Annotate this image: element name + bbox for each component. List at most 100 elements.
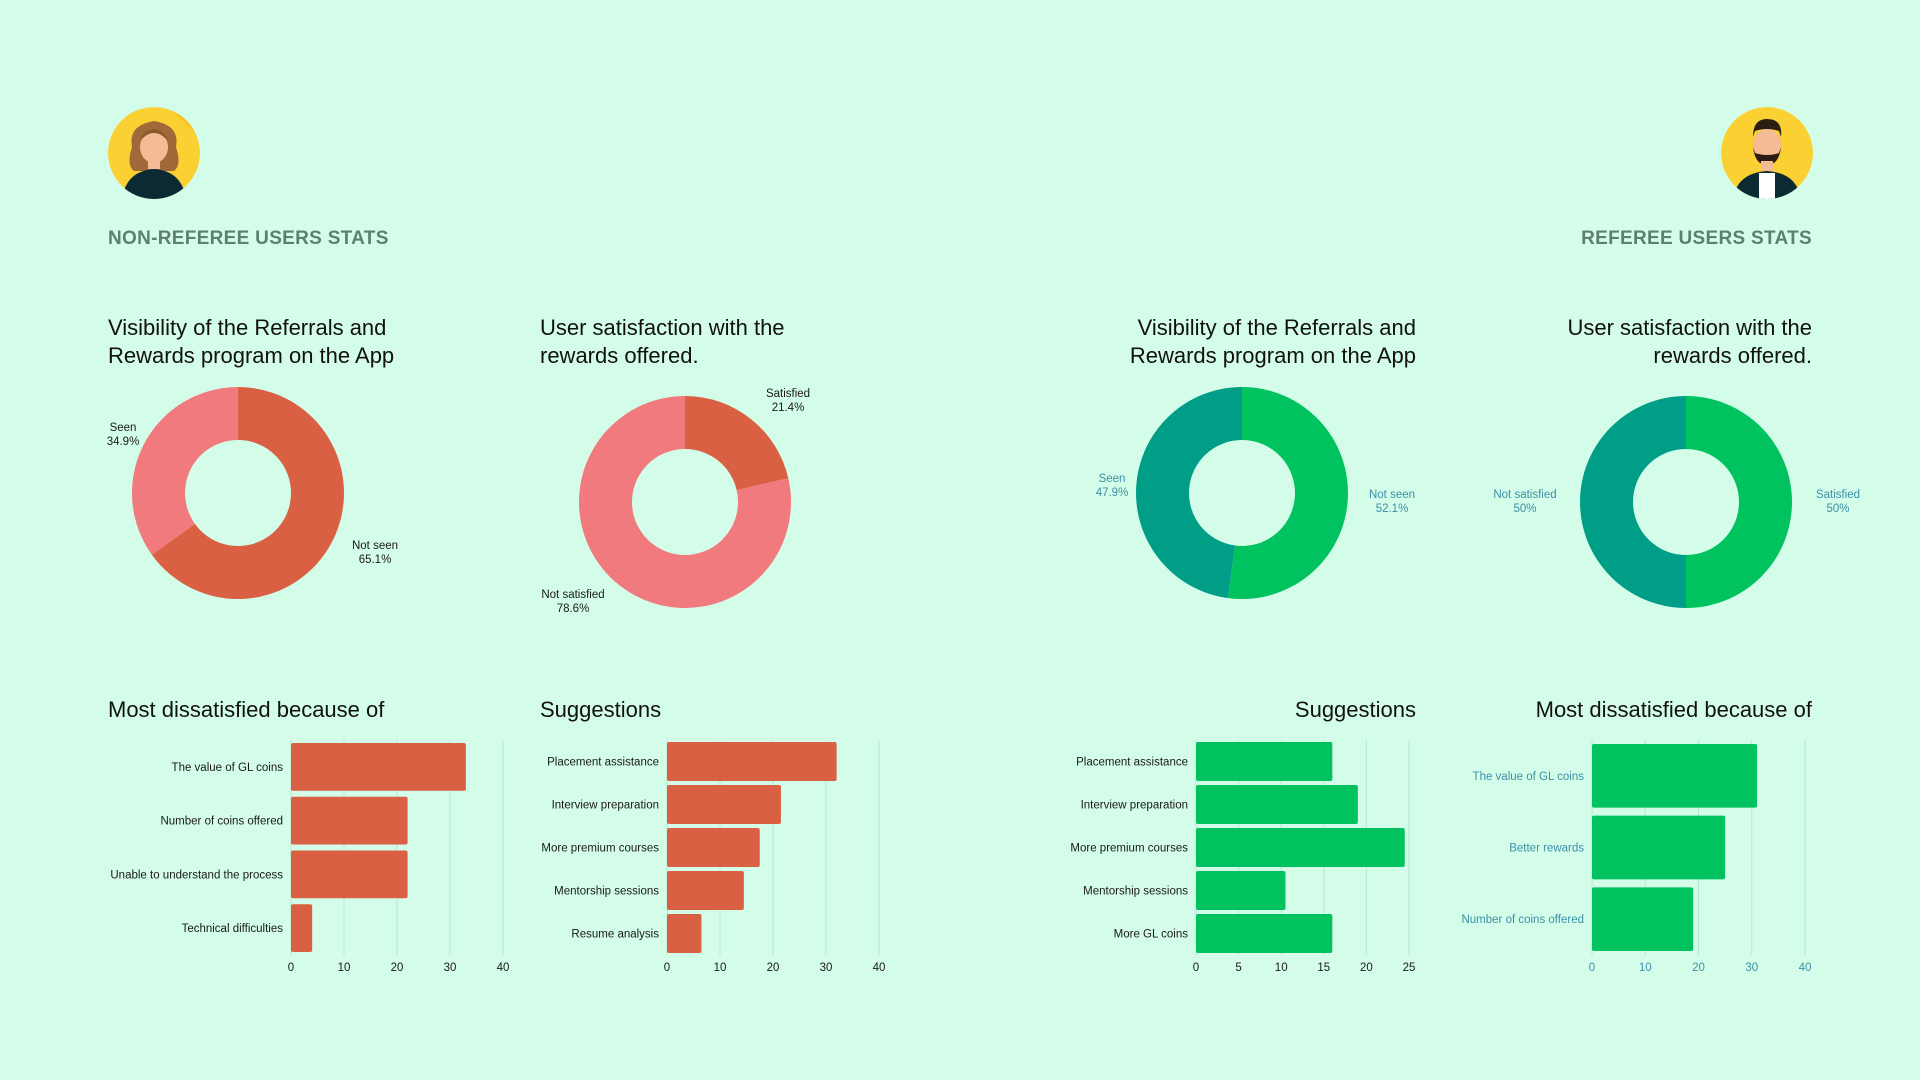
donut-slice [1580,396,1686,608]
r-dissatisfied-title: Most dissatisfied because of [1535,697,1812,722]
r-satisfaction-donut-chart: Satisfied 50% Not satisfied 50% [1493,396,1860,608]
x-tick-label: 15 [1317,962,1330,974]
r-visibility-title: Visibility of the Referrals and Rewards … [1130,314,1416,370]
x-tick-label: 0 [288,962,294,974]
donut-slice-label: Satisfied [1816,489,1860,501]
x-tick-label: 0 [664,962,670,974]
donut-slice [1228,387,1348,599]
x-tick-label: 40 [1799,962,1812,974]
category-label: Resume analysis [571,929,659,941]
title-line: Rewards program on the App [1129,343,1416,368]
category-label: More premium courses [1070,843,1188,855]
x-tick-label: 20 [767,962,780,974]
donut-slice-value: 21.4% [772,402,805,414]
x-tick-label: 10 [714,962,727,974]
x-tick-label: 20 [391,962,404,974]
x-tick-label: 10 [1275,962,1288,974]
nr-suggestions-title: Suggestions [540,697,662,722]
donut-slice [579,396,791,608]
donut-slice-label: Not seen [1369,489,1415,501]
donut-slice [685,396,789,491]
donut-slice [151,387,344,599]
donut-slice [1136,387,1242,599]
x-tick-label: 20 [1692,962,1705,974]
r-dissatisfied-bar-chart: 0 10 20 30 40 The value of GL coins Better rew… [1461,740,1812,974]
nr-satisfaction-donut-chart: Satisfied 21.4% Not satisfied 78.6% [541,388,810,615]
bar [667,742,837,781]
bar [1196,828,1405,867]
category-label: The value of GL coins [1473,771,1585,783]
bar [1196,742,1333,781]
category-label: Interview preparation [552,800,659,812]
nr-visibility-donut-chart: Not seen 65.1% Seen 34.9% [107,387,398,599]
donut-slice-value: 65.1% [359,554,392,566]
category-label: More premium courses [541,843,659,855]
r-visibility-donut-chart: Not seen 52.1% Seen 47.9% [1096,387,1415,599]
woman-avatar-icon [108,107,200,199]
donut-slice-label: Not satisfied [541,589,604,601]
bar [1196,914,1333,953]
x-tick-label: 5 [1235,962,1241,974]
x-tick-label: 40 [873,962,886,974]
x-tick-label: 10 [1639,962,1652,974]
bar [291,796,408,845]
bar [291,743,466,791]
donut-slice-value: 78.6% [557,603,590,615]
x-tick-label: 30 [1745,962,1758,974]
x-tick-label: 30 [444,962,457,974]
bar [291,850,408,899]
title-line: rewards offered. [1653,343,1812,368]
category-label: The value of GL coins [172,762,284,774]
nr-dissatisfied-bar-chart: 0 10 20 30 40 The value of GL coins Number of … [110,740,510,974]
category-label: Mentorship sessions [554,886,659,898]
r-satisfaction-title: User satisfaction with the rewards offer… [1567,314,1812,370]
man-avatar-icon [1721,107,1813,199]
donut-slice [1686,396,1792,608]
bar [1592,744,1758,808]
category-label: More GL coins [1114,929,1189,941]
category-label: Better rewards [1509,843,1584,855]
x-tick-label: 0 [1193,962,1199,974]
category-label: Technical difficulties [182,923,284,935]
x-tick-label: 10 [338,962,351,974]
donut-slice-value: 34.9% [107,436,140,448]
title-line: User satisfaction with the [540,315,785,340]
donut-slice-value: 50% [1513,503,1536,515]
title-line: Visibility of the Referrals and [1137,315,1416,340]
title-line: Visibility of the Referrals and [108,315,387,340]
bar [1196,871,1286,910]
donut-slice-value: 47.9% [1096,487,1129,499]
donut-slice [132,387,238,555]
donut-slice-label: Satisfied [766,388,810,400]
donut-slice-label: Seen [110,422,137,434]
category-label: Number of coins offered [1461,914,1584,926]
donut-slice-label: Not satisfied [1493,489,1556,501]
nr-suggestions-bar-chart: 0 10 20 30 40 Placement assistance Interview p… [541,740,886,974]
title-line: User satisfaction with the [1567,315,1812,340]
non-referee-section-title: NON-REFEREE USERS STATS [108,228,389,249]
donut-slice-value: 50% [1826,503,1849,515]
bar [291,904,313,952]
x-tick-label: 0 [1589,962,1595,974]
nr-dissatisfied-title: Most dissatisfied because of [108,697,385,722]
category-label: Unable to understand the process [110,869,283,881]
title-line: Rewards program on the App [108,343,395,368]
x-tick-label: 25 [1403,962,1416,974]
donut-slice-label: Seen [1099,473,1126,485]
nr-satisfaction-title: User satisfaction with the rewards offer… [540,314,785,370]
bar [667,785,781,824]
category-label: Mentorship sessions [1083,886,1188,898]
x-tick-label: 20 [1360,962,1373,974]
referee-section-title: REFEREE USERS STATS [1581,228,1812,249]
donut-slice-label: Not seen [352,540,398,552]
r-suggestions-bar-chart: 0 5 10 15 20 25 Placement assistance Interview … [1070,740,1416,974]
category-label: Placement assistance [547,757,659,769]
nr-visibility-title: Visibility of the Referrals and Rewards … [108,314,394,370]
bar [1196,785,1358,824]
category-label: Number of coins offered [160,816,283,828]
bar [1592,815,1726,880]
bar [1592,887,1694,951]
category-label: Placement assistance [1076,757,1188,769]
x-tick-label: 40 [497,962,510,974]
category-label: Interview preparation [1081,800,1188,812]
